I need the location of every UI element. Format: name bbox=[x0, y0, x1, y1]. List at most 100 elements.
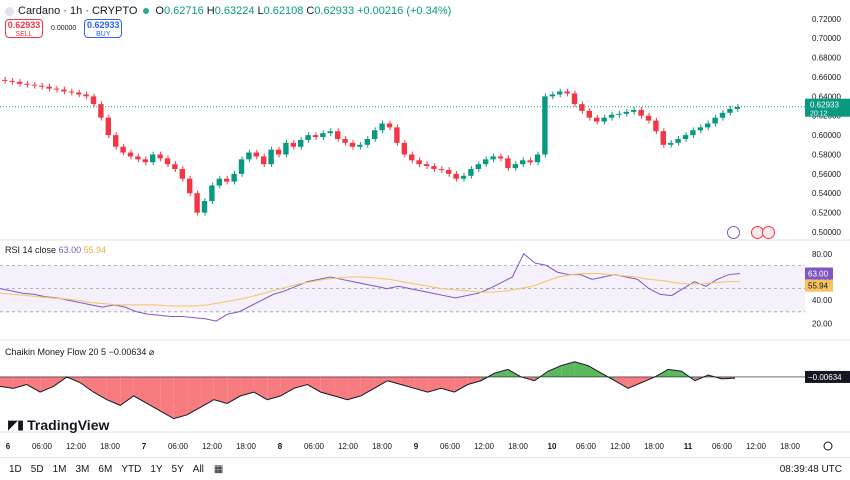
time-tick-label: 12:00 bbox=[610, 442, 631, 451]
low-label: L bbox=[257, 5, 264, 17]
candle bbox=[209, 185, 215, 201]
candle bbox=[460, 175, 467, 179]
range-3m[interactable]: 3M bbox=[75, 463, 90, 475]
cmf-area bbox=[173, 376, 188, 419]
time-tick-label: 12:00 bbox=[202, 442, 223, 451]
cmf-legend[interactable]: Chaikin Money Flow 20 5 −0.00634 ⌀ bbox=[5, 347, 154, 358]
cmf-name: Chaikin Money Flow bbox=[5, 347, 87, 357]
candle bbox=[364, 138, 370, 145]
event-flag-icon-2[interactable] bbox=[762, 226, 775, 239]
candle bbox=[712, 117, 718, 124]
cmf-area bbox=[334, 376, 348, 400]
candle bbox=[135, 156, 141, 160]
time-tick-label: 06:00 bbox=[712, 442, 733, 451]
candle bbox=[579, 104, 585, 111]
rsi-tick-label: 80.00 bbox=[812, 250, 833, 259]
candle bbox=[608, 114, 615, 118]
symbol-title[interactable]: Cardano · 1h · CRYPTO bbox=[18, 5, 138, 17]
candle bbox=[475, 164, 481, 170]
rsi-ma-badge bbox=[805, 279, 833, 292]
candle bbox=[416, 160, 422, 165]
candle bbox=[438, 169, 444, 171]
cmf-area bbox=[374, 376, 388, 389]
candle bbox=[342, 138, 348, 143]
candle bbox=[645, 115, 652, 121]
cmf-area bbox=[0, 376, 14, 389]
range-ytd[interactable]: YTD bbox=[121, 463, 142, 475]
cmf-area bbox=[400, 376, 415, 389]
candle bbox=[557, 91, 563, 95]
candle bbox=[231, 173, 237, 182]
range-5y[interactable]: 5Y bbox=[171, 463, 184, 475]
time-tick-label: 06:00 bbox=[32, 442, 53, 451]
cardano-logo-icon bbox=[5, 6, 14, 16]
rsi-value: 63.00 bbox=[58, 245, 82, 255]
trade-panel: 0.62933 SELL 0.00000 0.62933 BUY bbox=[5, 19, 123, 38]
range-6m[interactable]: 6M bbox=[98, 463, 113, 475]
utc-clock[interactable]: 08:39:48 UTC bbox=[779, 464, 842, 475]
time-tick-label: 6 bbox=[6, 442, 11, 451]
buy-label: BUY bbox=[96, 31, 111, 38]
candle bbox=[542, 96, 548, 155]
range-1y[interactable]: 1Y bbox=[150, 463, 163, 475]
calendar-icon[interactable]: ▦ bbox=[213, 463, 224, 475]
candle bbox=[261, 156, 267, 165]
time-tick-label: 12:00 bbox=[338, 442, 359, 451]
rsi-value-badge-label: 63.00 bbox=[808, 270, 829, 279]
candle bbox=[68, 91, 74, 93]
candle bbox=[409, 154, 415, 161]
axis-settings-icon bbox=[823, 441, 833, 451]
tradingview-logo[interactable]: ◤▮ TradingView bbox=[8, 417, 109, 433]
range-all[interactable]: All bbox=[192, 463, 204, 475]
candle bbox=[497, 156, 504, 159]
cmf-area bbox=[267, 376, 281, 400]
cmf-area bbox=[360, 376, 375, 396]
time-tick-label: 8 bbox=[278, 442, 283, 451]
symbol-header: Cardano · 1h · CRYPTO O 0.62716 H 0.63224 … bbox=[5, 5, 454, 17]
candle bbox=[401, 142, 407, 155]
candle bbox=[268, 149, 274, 165]
candle bbox=[446, 169, 452, 174]
sell-button[interactable]: 0.62933 SELL bbox=[5, 19, 43, 38]
countdown-label: 20:12 bbox=[810, 111, 828, 118]
open-label: O bbox=[155, 5, 164, 17]
range-1d[interactable]: 1D bbox=[9, 463, 22, 475]
time-tick-label: 06:00 bbox=[576, 442, 597, 451]
chart-canvas[interactable]: 0.720000.700000.680000.660000.640000.620… bbox=[0, 0, 850, 457]
range-5d[interactable]: 5D bbox=[30, 463, 44, 475]
low-value: 0.62108 bbox=[263, 5, 304, 17]
cmf-area bbox=[133, 376, 147, 404]
cmf-area bbox=[547, 365, 562, 377]
candle bbox=[187, 178, 193, 194]
candle bbox=[113, 135, 119, 147]
candle bbox=[734, 107, 740, 109]
candle bbox=[623, 111, 629, 114]
candle bbox=[305, 135, 311, 140]
cmf-area bbox=[253, 376, 268, 400]
candle bbox=[705, 123, 711, 128]
candle bbox=[653, 120, 659, 132]
candle bbox=[349, 142, 356, 147]
cmf-area bbox=[93, 376, 107, 400]
cmf-area bbox=[614, 376, 629, 389]
candle bbox=[483, 159, 489, 165]
candle bbox=[490, 156, 496, 160]
candle bbox=[394, 127, 400, 143]
range-1m[interactable]: 1M bbox=[52, 463, 67, 475]
buy-button[interactable]: 0.62933 BUY bbox=[84, 19, 123, 38]
candle bbox=[727, 108, 733, 113]
cmf-area bbox=[240, 376, 254, 396]
cmf-area bbox=[213, 376, 228, 404]
candle bbox=[61, 89, 67, 92]
event-flash-icon[interactable] bbox=[727, 226, 740, 239]
cmf-area bbox=[628, 376, 642, 389]
candle bbox=[690, 130, 696, 136]
cmf-area bbox=[387, 376, 401, 385]
rsi-legend[interactable]: RSI 14 close 63.00 55.94 bbox=[5, 245, 106, 255]
rsi-value-badge bbox=[805, 267, 833, 280]
cmf-area bbox=[147, 376, 161, 412]
visibility-icon[interactable]: ⌀ bbox=[148, 347, 155, 357]
candle bbox=[216, 178, 222, 186]
current-price-label: 0.62933 bbox=[810, 101, 839, 110]
price-tick-label: 0.56000 bbox=[812, 170, 841, 179]
